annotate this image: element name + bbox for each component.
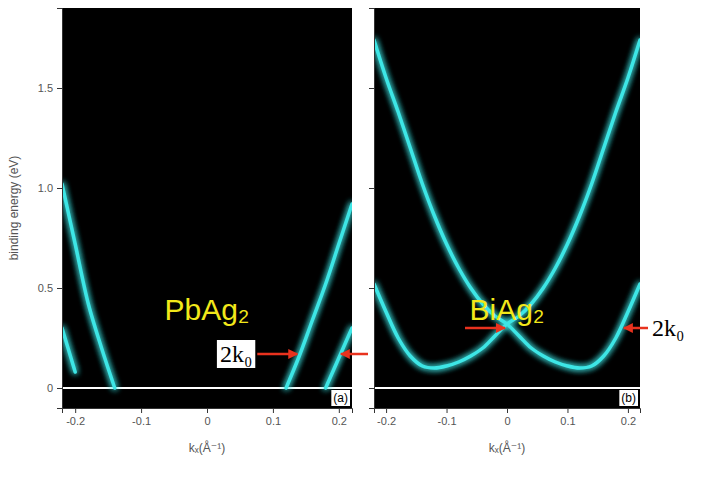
panel-letter: (b) (621, 391, 636, 405)
y-tick (369, 288, 374, 289)
panel-letter-group: (a) (331, 390, 350, 406)
y-tick: 1.5 (38, 82, 62, 94)
y-tick (369, 188, 374, 189)
annotation-arrow (257, 353, 297, 356)
x-tick-label: -0.2 (66, 415, 85, 427)
fermi-level-line (62, 387, 352, 389)
annotation-arrow (341, 353, 368, 356)
x-tick: 0.1 (266, 408, 281, 427)
x-axis: -0.2 -0.1 0 0.1 0.2 (63, 408, 353, 427)
material-label: PbAg₂ (164, 293, 249, 326)
x-tick-mark (447, 408, 448, 413)
band-line (62, 328, 352, 388)
panel: -0.2 -0.1 0 0.1 0.2 0 0.5 1.0 1.5 kₓ(Å⁻¹) binding … (7, 8, 368, 455)
annotation-arrow (465, 327, 505, 330)
x-tick-label: -0.1 (132, 415, 151, 427)
x-tick-label: 0 (204, 415, 210, 427)
x-tick: -0.2 (377, 408, 396, 427)
x-tick-label: 0 (504, 415, 510, 427)
y-axis-line (369, 9, 375, 409)
x-tick: 0.2 (332, 408, 347, 427)
x-tick-mark (507, 408, 508, 413)
y-tick-mark (57, 288, 62, 289)
panel-letter-bg (619, 390, 638, 406)
y-tick-label: 0 (47, 382, 53, 394)
x-tick-label: -0.1 (438, 415, 457, 427)
y-tick (369, 88, 374, 89)
x-tick: 0 (204, 408, 210, 427)
y-axis (369, 9, 375, 409)
y-tick-mark (369, 188, 374, 189)
y-tick: 0 (47, 382, 62, 394)
x-tick-mark (339, 408, 340, 413)
x-tick-mark (628, 408, 629, 413)
x-tick-mark (273, 408, 274, 413)
y-axis: 0 0.5 1.0 1.5 (38, 9, 63, 409)
chart-svg: -0.2 -0.1 0 0.1 0.2 0 0.5 1.0 1.5 kₓ(Å⁻¹) binding … (0, 0, 726, 478)
y-axis-title: binding energy (eV) (7, 156, 21, 261)
x-tick-mark (207, 408, 208, 413)
band-line (374, 40, 640, 368)
x-tick-label: 0.1 (266, 415, 281, 427)
x-tick-mark (386, 408, 387, 413)
panel-letter-group: (b) (619, 390, 638, 406)
annotation-label: 2k₀ (652, 315, 684, 341)
x-tick-label: 0.1 (560, 415, 575, 427)
y-tick-mark (57, 388, 62, 389)
y-tick-mark (57, 88, 62, 89)
y-tick: 1.0 (38, 182, 62, 194)
fermi-level-line (374, 387, 640, 389)
plot-background (62, 8, 352, 408)
x-tick-label: 0.2 (332, 415, 347, 427)
panel-letter: (a) (333, 391, 348, 405)
x-tick: -0.1 (132, 408, 151, 427)
x-tick-mark (75, 408, 76, 413)
annotation: 2k₀ (465, 314, 687, 342)
x-axis: -0.2 -0.1 0 0.1 0.2 (375, 408, 641, 427)
plot-marks (374, 40, 640, 388)
y-tick: 0.5 (38, 282, 62, 294)
y-tick-mark (369, 88, 374, 89)
y-tick-label: 1.5 (38, 82, 53, 94)
x-tick: -0.2 (66, 408, 85, 427)
y-tick (369, 388, 374, 389)
x-axis-line (63, 409, 353, 414)
x-axis-title: kₓ(Å⁻¹) (189, 440, 225, 455)
annotation-label-bg (217, 340, 255, 368)
band-line (374, 40, 640, 368)
annotation: 2k₀ (217, 340, 368, 368)
x-tick-label: -0.2 (377, 415, 396, 427)
plot-marks (62, 184, 352, 388)
y-tick-label: 0.5 (38, 282, 53, 294)
x-tick-mark (567, 408, 568, 413)
x-tick: 0 (504, 408, 510, 427)
x-axis-line (375, 409, 641, 414)
annotation-label-bg (649, 314, 687, 342)
x-tick: -0.1 (438, 408, 457, 427)
panel: -0.2 -0.1 0 0.1 0.2 kₓ(Å⁻¹) BiAg₂ (b) 2k₀ (369, 8, 687, 455)
x-tick-label: 0.2 (621, 415, 636, 427)
y-tick-mark (369, 288, 374, 289)
x-tick: 0.1 (560, 408, 575, 427)
annotation-label: 2k₀ (220, 341, 252, 367)
annotation-arrow (624, 327, 648, 330)
y-tick-label: 1.0 (38, 182, 53, 194)
x-tick-mark (141, 408, 142, 413)
material-label: BiAg₂ (469, 293, 544, 326)
x-axis-title: kₓ(Å⁻¹) (489, 440, 525, 455)
x-tick: 0.2 (621, 408, 636, 427)
plot-background (374, 8, 640, 408)
panel-letter-bg (331, 390, 350, 406)
y-axis-line (57, 9, 63, 409)
y-tick-mark (57, 188, 62, 189)
band-line (62, 184, 352, 388)
y-tick-mark (369, 388, 374, 389)
